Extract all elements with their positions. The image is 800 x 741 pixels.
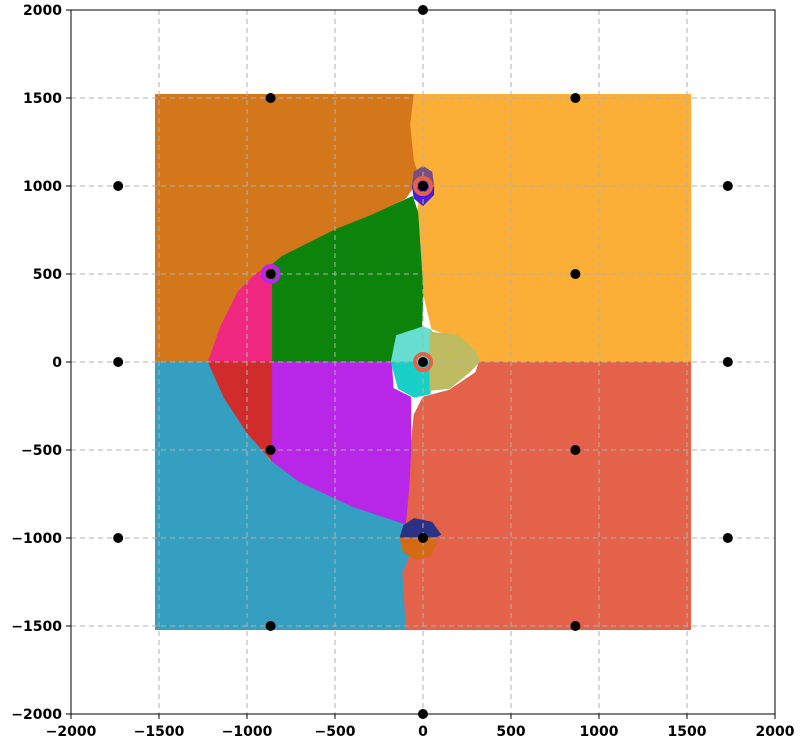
x-tick-label-2: −1000 — [222, 724, 273, 740]
y-tick-label-7: 1500 — [23, 91, 62, 107]
basin-region-1 — [410, 94, 691, 363]
root-ring-2 — [413, 352, 433, 372]
basin-regions — [155, 94, 691, 630]
x-tick-label-3: −500 — [315, 724, 356, 740]
root-rings — [260, 176, 433, 372]
root-point-14 — [265, 269, 276, 279]
root-point-11 — [722, 357, 733, 367]
root-point-3 — [570, 93, 581, 103]
root-point-5 — [570, 621, 581, 631]
y-tick-label-4: 0 — [52, 355, 62, 371]
root-point-13 — [418, 533, 428, 543]
x-tick-label-0: −2000 — [46, 724, 97, 740]
x-tick-label-5: 500 — [496, 724, 525, 740]
x-tick-label-4: 0 — [418, 724, 428, 740]
root-point-18 — [418, 357, 428, 367]
root-point-7 — [722, 181, 733, 191]
y-axis-ticks: −2000 −1500 −1000 −500 0 500 1000 1500 2000 — [11, 3, 71, 723]
root-point-10 — [113, 357, 124, 367]
root-point-15 — [570, 269, 581, 279]
basin-region-10 — [429, 331, 480, 391]
y-tick-label-3: −500 — [21, 443, 62, 459]
y-tick-label-1: −1500 — [11, 619, 62, 635]
y-tick-label-6: 1000 — [23, 179, 62, 195]
root-point-12 — [418, 181, 428, 191]
grid-lines — [71, 10, 775, 714]
root-point-9 — [722, 533, 733, 543]
y-tick-label-8: 2000 — [23, 3, 62, 19]
root-point-8 — [113, 533, 124, 543]
x-tick-label-1: −1500 — [134, 724, 185, 740]
root-ring-0 — [413, 176, 433, 196]
y-tick-label-5: 500 — [33, 267, 62, 283]
root-point-17 — [570, 445, 581, 455]
x-tick-label-8: 2000 — [756, 724, 795, 740]
basin-region-2 — [401, 361, 691, 630]
root-point-6 — [113, 181, 124, 191]
root-points — [113, 5, 733, 719]
y-tick-label-2: −1000 — [11, 531, 62, 547]
y-tick-label-0: −2000 — [11, 707, 62, 723]
basin-region-5 — [271, 361, 412, 525]
x-tick-label-6: 1000 — [580, 724, 619, 740]
root-point-4 — [265, 621, 276, 631]
root-point-2 — [265, 93, 276, 103]
root-ring-1 — [260, 264, 281, 284]
x-tick-label-7: 1500 — [668, 724, 707, 740]
root-point-16 — [265, 445, 276, 455]
x-axis-ticks: −2000 −1500 −1000 −500 0 500 1000 1500 2000 — [46, 714, 795, 740]
